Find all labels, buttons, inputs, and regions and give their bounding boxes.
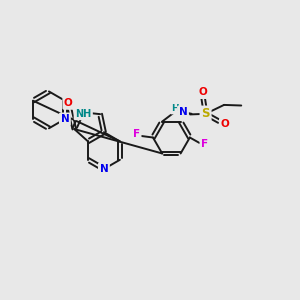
- Text: N: N: [61, 114, 69, 124]
- Text: F: F: [133, 129, 140, 139]
- Text: O: O: [64, 98, 73, 108]
- Text: NH: NH: [75, 109, 92, 119]
- Text: O: O: [220, 119, 229, 129]
- Text: N: N: [100, 164, 108, 174]
- Text: N: N: [178, 107, 188, 117]
- Text: F: F: [201, 140, 208, 149]
- Text: S: S: [201, 107, 210, 120]
- Text: O: O: [199, 87, 208, 98]
- Text: H: H: [172, 104, 179, 113]
